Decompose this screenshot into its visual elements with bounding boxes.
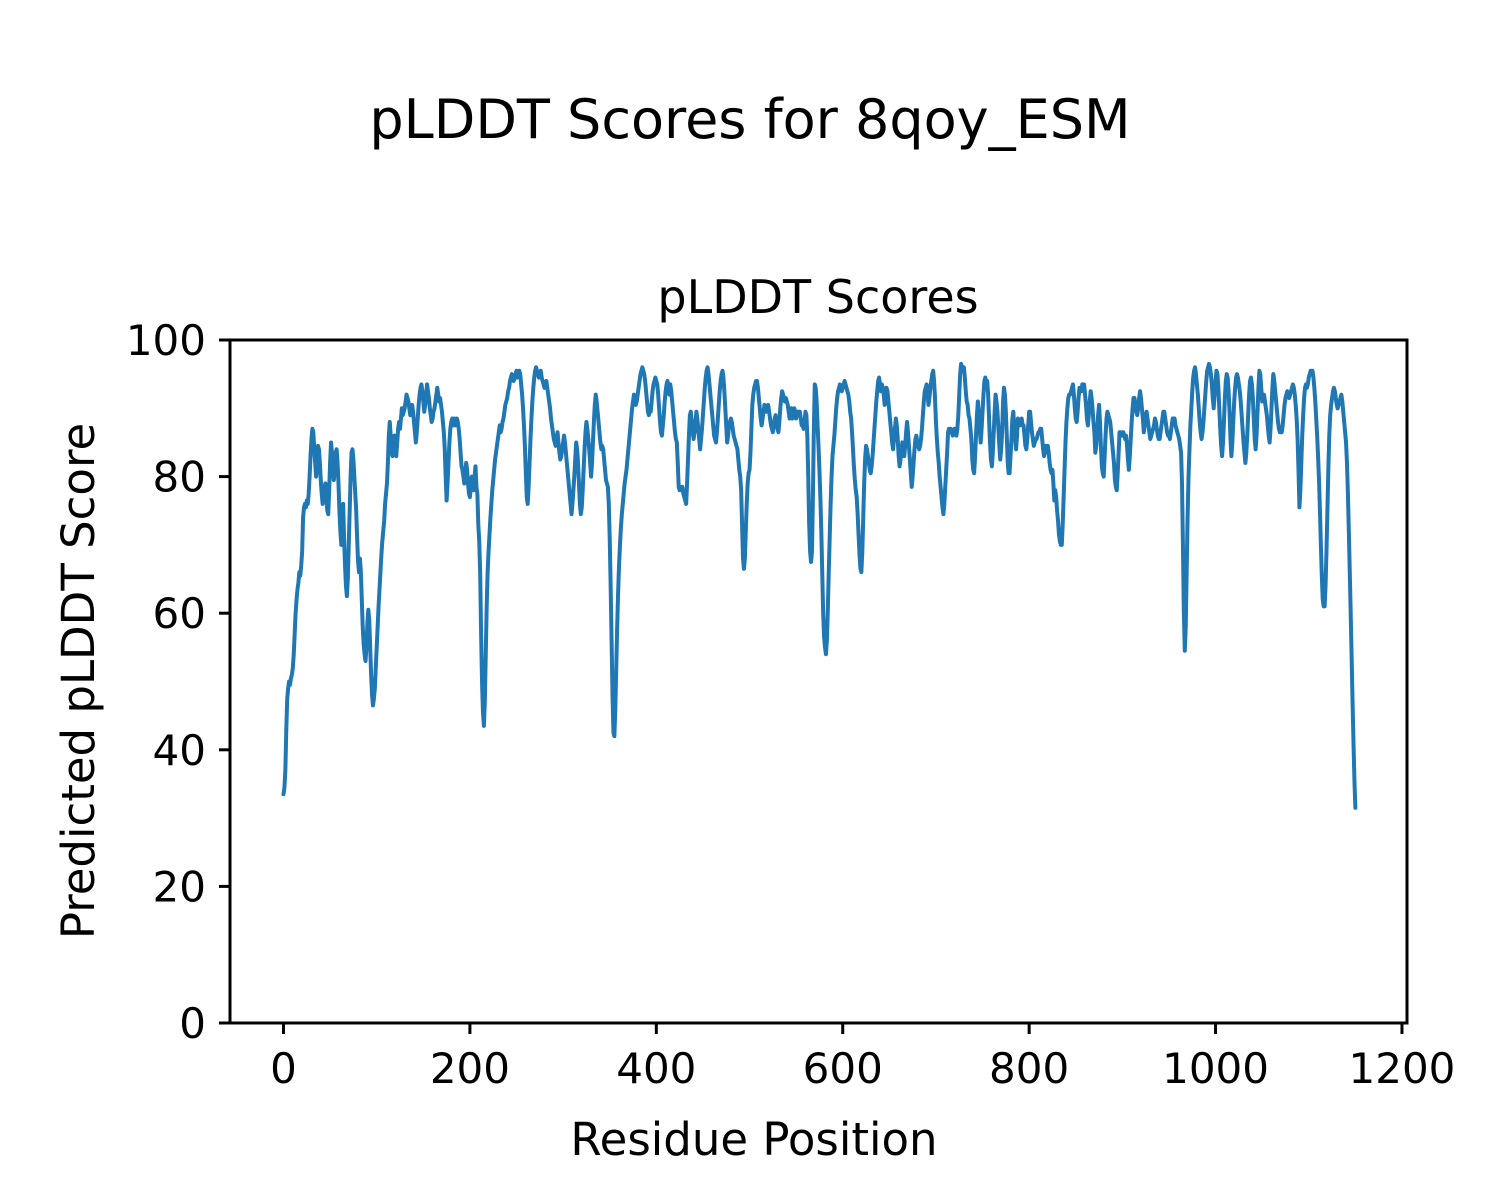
- y-tick-label: 20: [153, 862, 206, 911]
- plot-area: [281, 361, 1358, 810]
- x-tick-label: 400: [616, 1044, 696, 1093]
- plot-frame: [228, 338, 1409, 1025]
- x-tick-label: 600: [803, 1044, 883, 1093]
- x-tick-label: 0: [270, 1044, 297, 1093]
- y-tick-label: 100: [126, 316, 206, 365]
- x-tick-label: 1000: [1162, 1044, 1269, 1093]
- x-axis-ticks: 0 200 400 600 800 1000 1200: [270, 1023, 1455, 1093]
- x-axis-label: Residue Position: [570, 1113, 937, 1166]
- plddt-line-series: [281, 361, 1358, 810]
- figure-title: pLDDT Scores for 8qoy_ESM: [369, 88, 1130, 151]
- axes-title: pLDDT Scores: [657, 270, 978, 324]
- y-axis-ticks: 0 20 40 60 80 100: [126, 316, 230, 1048]
- y-tick-label: 0: [179, 999, 206, 1048]
- x-tick-label: 200: [430, 1044, 510, 1093]
- y-tick-label: 60: [153, 589, 206, 638]
- y-tick-label: 40: [153, 726, 206, 775]
- y-tick-label: 80: [153, 453, 206, 502]
- x-tick-label: 1200: [1349, 1044, 1456, 1093]
- y-axis-label: Predicted pLDDT Score: [52, 423, 105, 939]
- x-tick-label: 800: [989, 1044, 1069, 1093]
